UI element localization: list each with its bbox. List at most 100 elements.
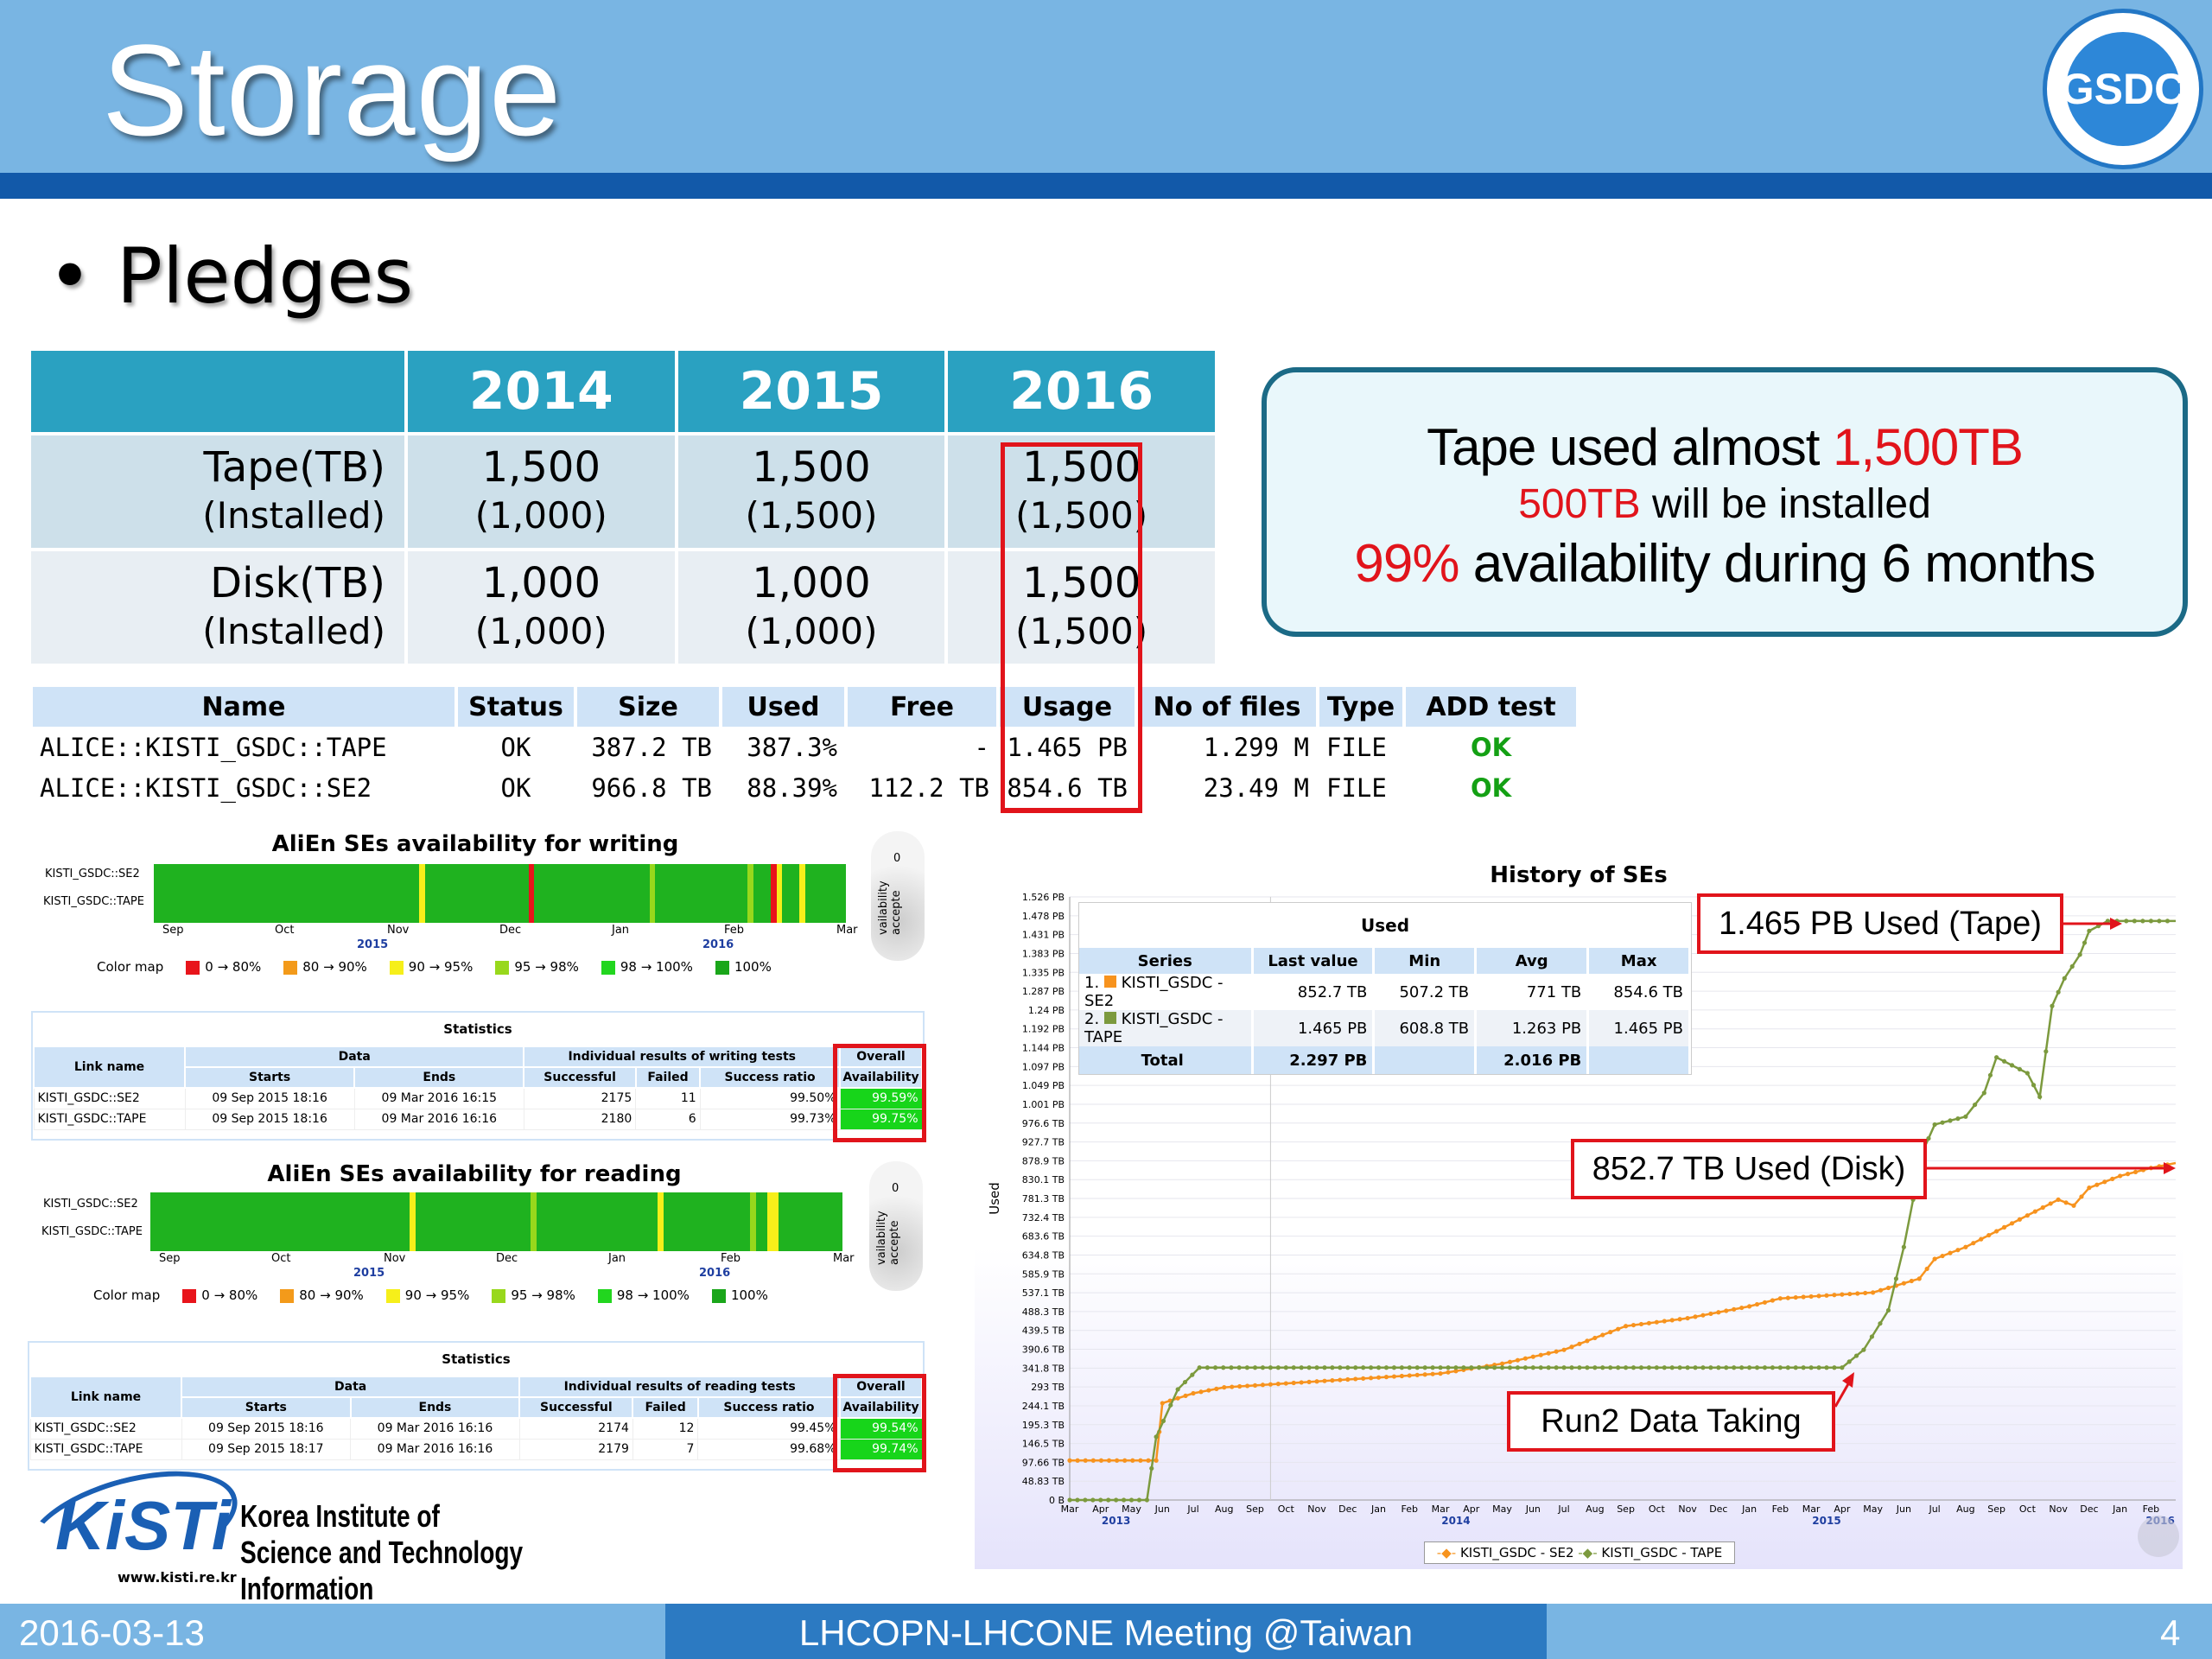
month-tick: Dec	[496, 1252, 518, 1265]
heatmap-cell	[332, 864, 339, 923]
data-point	[1808, 1365, 1814, 1370]
heatmap-cell	[315, 864, 321, 923]
data-point	[1770, 1365, 1776, 1370]
data-point	[1160, 1418, 1166, 1424]
month-tick: Jan	[612, 924, 630, 937]
pledge-cell: 1,500 (1,500)	[948, 435, 1215, 548]
heatmap-cell	[321, 864, 327, 923]
availability-accepted-gauge	[869, 1161, 923, 1291]
arrow-head-icon	[2164, 1162, 2176, 1174]
writing-statistics: Statistics Link name Data Individual resul…	[31, 1011, 925, 1141]
data-point	[1630, 1322, 1637, 1328]
month-tick: Nov	[384, 1252, 406, 1265]
data-point	[1146, 1458, 1151, 1463]
h-starts: Starts	[183, 1066, 356, 1089]
heatmap-cell	[836, 1192, 842, 1251]
heatmap-cell	[369, 1192, 376, 1251]
heatmap-cell	[303, 864, 310, 923]
heatmap-cell	[213, 1192, 220, 1251]
footer-meeting: LHCOPN-LHCONE Meeting @Taiwan	[798, 1612, 1414, 1653]
heatmap-cell	[363, 1192, 370, 1251]
data-point	[1608, 1365, 1613, 1370]
h-overall: Overall	[839, 1046, 923, 1068]
colormap-entry: 100%	[711, 1287, 768, 1303]
heatmap-row-label: KISTI_GSDC::SE2	[45, 868, 140, 880]
h-data: Data	[183, 1046, 525, 1068]
data-point	[1739, 1365, 1745, 1370]
heatmap-cell	[242, 1192, 249, 1251]
colormap-entry: 0 → 80%	[182, 1287, 257, 1303]
legend-se2: KISTI_GSDC - SE2	[1459, 1545, 1574, 1560]
cell-used: 387.3%	[721, 727, 848, 767]
heatmap-cell	[237, 1192, 243, 1251]
data-point	[1538, 1352, 1543, 1357]
kisti-name-2: Science and Technology Information	[240, 1535, 524, 1606]
heatmap-cell	[753, 864, 760, 923]
table-row-total: Total 2.297 PB 2.016 PB	[1079, 1046, 1691, 1074]
data-point	[1669, 1365, 1675, 1370]
data-point	[1785, 1365, 1790, 1370]
gsdc-logo-mark: GSDC	[2061, 32, 2185, 146]
table-row: KISTI_GSDC::SE2 09 Sep 2015 18:16 09 Mar 2…	[29, 1417, 923, 1440]
data-point	[1399, 1373, 1404, 1379]
color-swatch-icon	[715, 960, 729, 975]
x-tick-label: Jan	[1370, 1503, 1386, 1515]
heatmap-cell	[275, 864, 281, 923]
data-point	[2048, 1201, 2053, 1206]
data-point	[1762, 1300, 1768, 1305]
cell-status: OK	[456, 727, 577, 767]
heatmap-cell	[830, 1192, 836, 1251]
data-point	[2087, 928, 2092, 933]
month-tick: Sep	[162, 924, 184, 937]
cell-usage: 1.465 PB	[998, 727, 1138, 767]
heatmap-cell	[744, 1192, 750, 1251]
data-point	[1236, 1365, 1242, 1370]
gsdc-logo: GSDC	[2043, 9, 2203, 169]
heatmap-cell	[496, 1192, 502, 1251]
data-point	[1616, 1365, 1621, 1370]
data-point	[1816, 1365, 1821, 1370]
data-point	[1662, 1319, 1667, 1324]
x-tick-label: Jul	[1557, 1503, 1569, 1515]
data-point	[1909, 1278, 1914, 1284]
heatmap-cell	[424, 864, 431, 923]
data-point	[1561, 1365, 1567, 1370]
data-point	[1746, 1365, 1752, 1370]
zoom-handle-icon[interactable]	[2138, 1516, 2179, 1557]
heatmap-cell	[415, 1192, 422, 1251]
heatmap-cell	[487, 864, 494, 923]
heatmap-cell	[772, 1192, 779, 1251]
color-swatch-icon	[711, 1288, 726, 1303]
side-value: 0	[892, 1182, 899, 1195]
data-point	[1987, 1072, 1993, 1077]
y-tick-label: 585.9 TB	[1022, 1268, 1065, 1280]
x-tick-label: Oct	[1278, 1503, 1295, 1515]
data-point	[1515, 1357, 1521, 1363]
heatmap-cell	[804, 864, 811, 923]
heatmap-cell	[678, 864, 684, 923]
data-point	[1677, 1365, 1682, 1370]
data-point	[1345, 1376, 1351, 1382]
data-point	[1376, 1365, 1382, 1370]
heatmap-cell	[713, 864, 719, 923]
data-point	[2017, 1066, 2023, 1072]
data-point	[1777, 1365, 1783, 1370]
data-point	[2024, 1213, 2030, 1218]
data-point	[1926, 1135, 1931, 1141]
data-point	[2105, 918, 2110, 924]
data-point	[1577, 1341, 1582, 1346]
h-failed: Failed	[634, 1066, 702, 1089]
heatmap-cell	[470, 864, 477, 923]
pledge-cell: 1,000 (1,000)	[407, 551, 675, 664]
y-tick-label: 390.6 TB	[1022, 1344, 1065, 1356]
data-point	[1353, 1365, 1358, 1370]
cell-type: FILE	[1318, 767, 1406, 808]
table-row: KISTI_GSDC::TAPE 09 Sep 2015 18:17 09 Mar …	[29, 1438, 923, 1460]
heatmap-cell	[378, 864, 385, 923]
data-point	[1275, 1365, 1281, 1370]
data-point	[1383, 1375, 1389, 1380]
data-point	[1840, 1365, 1845, 1370]
heatmap-cell	[703, 1192, 710, 1251]
heatmap-cell	[551, 864, 558, 923]
data-point	[2125, 1172, 2131, 1177]
